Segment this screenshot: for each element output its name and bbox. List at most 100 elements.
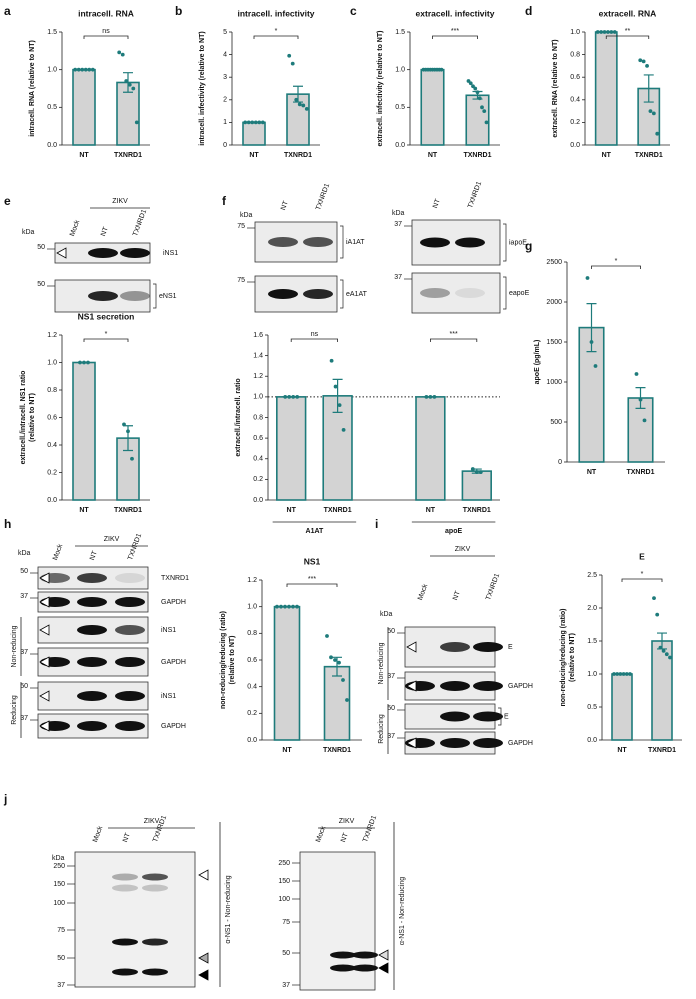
x-tick-label: TXNRD1 xyxy=(323,747,351,754)
bar xyxy=(242,121,266,146)
significance-bracket xyxy=(83,35,129,39)
x-tick-label: TXNRD1 xyxy=(114,152,142,159)
chart-title: E xyxy=(639,551,645,561)
kda-label: kDa xyxy=(240,212,253,219)
y-tick-label: 0 xyxy=(223,142,227,149)
error-bar xyxy=(657,632,667,650)
group-label: apoE xyxy=(445,528,462,535)
significance-label: *** xyxy=(451,28,459,35)
x-tick-label: TXNRD1 xyxy=(626,469,654,476)
significance-bracket xyxy=(591,265,641,269)
y-axis-label: extracell. infectivity (relative to NT) xyxy=(377,31,384,147)
y-axis-label: (relative to NT) xyxy=(569,633,576,682)
marker-label: 100 xyxy=(278,896,290,903)
y-tick-label: 1.5 xyxy=(395,29,405,36)
y-tick-label: 0.6 xyxy=(570,74,580,81)
data-point xyxy=(655,612,660,617)
x-tick-label: NT xyxy=(602,152,612,159)
band-label: TXNRD1 xyxy=(161,575,189,582)
significance-bracket xyxy=(430,338,478,342)
kda-label: kDa xyxy=(18,550,31,557)
lane-label: NT xyxy=(280,199,290,211)
marker-label: 50 xyxy=(387,628,395,635)
marker-label: 75 xyxy=(237,277,245,284)
panel-label: h xyxy=(4,517,11,531)
significance-bracket xyxy=(290,338,338,342)
y-tick-label: 0.4 xyxy=(247,684,257,691)
data-point xyxy=(279,604,283,609)
data-point xyxy=(127,82,132,87)
data-point xyxy=(337,660,341,665)
blot-band xyxy=(115,573,145,583)
data-point xyxy=(120,52,125,57)
data-point xyxy=(624,672,629,676)
y-tick-label: 0.5 xyxy=(395,104,405,111)
y-axis-label: extracell./intracell. ratio xyxy=(235,378,242,456)
bar xyxy=(273,605,301,741)
gel-band xyxy=(112,873,138,881)
band-label: GAPDH xyxy=(161,659,186,666)
marker-label: 50 xyxy=(20,568,28,575)
panel-label: f xyxy=(222,194,227,208)
y-tick-label: 0.0 xyxy=(253,497,263,504)
data-point xyxy=(652,596,656,600)
bar xyxy=(323,665,351,741)
data-point xyxy=(294,97,299,102)
arrowhead xyxy=(198,869,209,881)
lane-label: TXNRD1 xyxy=(362,815,378,844)
blot-band xyxy=(115,597,145,607)
data-point xyxy=(345,698,349,702)
y-tick-label: 500 xyxy=(550,419,562,426)
marker-label: 37 xyxy=(387,673,395,680)
data-point xyxy=(482,109,487,113)
data-point xyxy=(484,120,489,125)
y-tick-label: 1.0 xyxy=(587,671,597,678)
blot-band xyxy=(115,657,145,667)
data-point xyxy=(275,604,279,609)
bar xyxy=(322,395,353,501)
x-tick-label: NT xyxy=(617,747,627,754)
error-bar xyxy=(332,378,343,413)
data-point xyxy=(668,655,672,660)
arrowhead xyxy=(406,737,417,749)
y-tick-label: 1.0 xyxy=(247,604,257,611)
marker-label: 37 xyxy=(20,593,28,600)
data-point xyxy=(86,360,90,365)
marker-label: 75 xyxy=(282,919,290,926)
data-point xyxy=(648,109,653,113)
data-point xyxy=(291,394,296,399)
marker-label: 37 xyxy=(394,274,402,281)
data-point xyxy=(290,61,295,66)
data-point xyxy=(124,79,129,83)
bar xyxy=(72,361,96,501)
data-point xyxy=(621,672,626,676)
data-point xyxy=(661,649,666,653)
x-tick-label: TXNRD1 xyxy=(284,152,312,159)
marker-label: 37 xyxy=(20,649,28,656)
chart-title: extracell. infectivity xyxy=(416,8,495,18)
data-point xyxy=(642,418,647,423)
blot-band xyxy=(420,288,450,298)
y-tick-label: 1500 xyxy=(546,339,562,346)
band-label: eapoE xyxy=(509,290,530,297)
data-point xyxy=(337,403,342,408)
data-point xyxy=(589,340,594,344)
data-point xyxy=(468,81,473,86)
significance-bracket xyxy=(605,35,650,39)
panel-label: d xyxy=(525,4,532,18)
y-tick-label: 1.0 xyxy=(395,67,405,74)
panel-label: b xyxy=(175,4,182,18)
arrowhead xyxy=(406,641,417,653)
significance-bracket xyxy=(286,583,338,587)
data-point xyxy=(474,470,479,475)
bar xyxy=(72,68,96,146)
y-tick-label: 0.2 xyxy=(47,469,57,476)
band-label: iNS1 xyxy=(163,250,178,257)
data-point xyxy=(602,30,607,34)
data-point xyxy=(439,67,444,72)
y-tick-label: 0.5 xyxy=(47,104,57,111)
data-point xyxy=(341,427,346,432)
significance-bracket xyxy=(253,35,299,39)
panel-label: i xyxy=(375,517,378,531)
band-label: GAPDH xyxy=(161,599,186,606)
